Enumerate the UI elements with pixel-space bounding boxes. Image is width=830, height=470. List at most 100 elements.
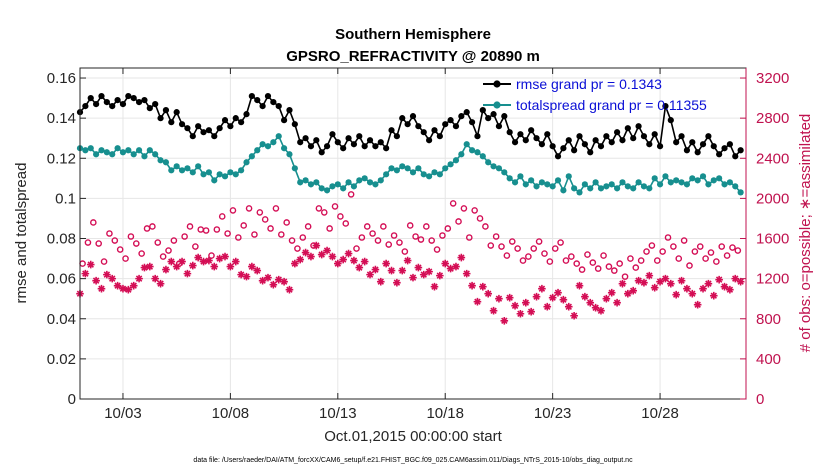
possible-point	[691, 248, 699, 255]
assimilated-point	[140, 263, 149, 272]
rmse-point	[184, 125, 191, 132]
rmse-point	[662, 103, 669, 110]
possible-point	[202, 227, 210, 234]
possible-point	[417, 236, 425, 243]
totalspread-point	[662, 173, 669, 180]
rmse-point	[468, 119, 476, 126]
totalspread-point	[350, 183, 358, 190]
rmse-point	[221, 117, 229, 124]
totalspread-point	[307, 181, 315, 188]
assimilated-point	[323, 246, 331, 255]
y-right-tick-label: 0	[756, 391, 764, 408]
x-tick-label: 10/03	[104, 405, 142, 422]
possible-point	[670, 243, 677, 250]
rmse-point	[420, 129, 427, 136]
possible-point	[127, 233, 135, 240]
totalspread-point	[211, 177, 218, 184]
totalspread-point	[286, 151, 293, 158]
rmse-point	[689, 139, 696, 146]
y-left-tick-label: 0.04	[47, 311, 76, 328]
assimilated-point	[731, 274, 740, 283]
rmse-point	[533, 135, 540, 142]
possible-point	[256, 209, 264, 216]
possible-point	[385, 241, 393, 248]
rmse-point	[479, 107, 486, 114]
rmse-point	[216, 125, 223, 132]
assimilated-point	[103, 270, 111, 279]
assimilated-point	[317, 250, 326, 259]
assimilated-point	[172, 262, 181, 271]
assimilated-point	[699, 284, 707, 293]
rmse-point	[571, 147, 578, 154]
totalspread-point	[554, 177, 562, 184]
totalspread-point	[613, 185, 621, 192]
assimilated-point	[462, 269, 471, 278]
possible-point	[288, 237, 296, 244]
rmse-point	[318, 149, 325, 156]
totalspread-point	[474, 149, 481, 156]
assimilated-point	[452, 262, 460, 271]
possible-point	[283, 219, 290, 226]
assimilated-point	[624, 289, 632, 298]
totalspread-point	[619, 179, 626, 186]
possible-point	[707, 249, 715, 256]
assimilated-point	[188, 261, 197, 270]
rmse-point	[119, 101, 127, 108]
y-left-tick-label: 0.12	[47, 150, 76, 167]
assimilated-point	[382, 259, 390, 268]
assimilated-point	[258, 276, 267, 285]
rmse-point	[495, 123, 503, 130]
rmse-point	[109, 103, 116, 110]
rmse-point	[737, 147, 744, 154]
legend-rmse-marker	[493, 80, 501, 88]
totalspread-point	[329, 183, 336, 190]
totalspread-point	[157, 157, 164, 164]
rmse-point	[436, 133, 443, 140]
assimilated-point	[634, 276, 643, 285]
rmse-point	[238, 119, 245, 126]
assimilated-point	[339, 255, 347, 264]
rmse-point	[168, 119, 175, 126]
rmse-point	[205, 127, 213, 134]
assimilated-point	[296, 255, 305, 264]
totalspread-point	[635, 179, 642, 186]
possible-point	[600, 252, 607, 259]
possible-point	[192, 243, 199, 250]
assimilated-obs-series	[76, 241, 745, 325]
totalspread-point	[297, 179, 304, 186]
totalspread-point	[125, 147, 132, 154]
totalspread-point	[334, 181, 341, 188]
rmse-point	[667, 117, 674, 124]
data-file-footnote: data file: /Users/raeder/DAI/ATM_forcXX/…	[193, 457, 633, 464]
possible-point	[111, 237, 119, 244]
rmse-point	[447, 117, 454, 124]
rmse-point	[608, 139, 615, 146]
possible-point	[116, 246, 124, 253]
assimilated-point	[715, 275, 723, 284]
totalspread-point	[710, 177, 717, 184]
rmse-point	[393, 133, 400, 140]
assimilated-point	[586, 298, 595, 307]
x-tick-label: 10/28	[641, 405, 679, 422]
possible-point	[632, 264, 640, 271]
possible-point	[535, 238, 543, 245]
possible-point	[686, 262, 693, 269]
assimilated-point	[113, 281, 122, 290]
rmse-point	[646, 141, 653, 148]
totalspread-point	[114, 145, 121, 152]
totalspread-point	[565, 173, 572, 180]
totalspread-point	[130, 151, 137, 158]
rmse-point	[211, 133, 218, 140]
totalspread-point	[458, 151, 465, 158]
rmse-point	[656, 143, 664, 150]
rmse-point	[710, 143, 717, 150]
legend-spread-label: totalspread grand pr = 0.11355	[516, 97, 707, 113]
possible-point	[401, 248, 409, 255]
assimilated-point	[650, 283, 659, 292]
assimilated-point	[457, 253, 466, 262]
rmse-series	[76, 92, 744, 160]
totalspread-point	[560, 187, 567, 194]
assimilated-point	[242, 272, 251, 281]
rmse-point	[721, 145, 728, 152]
possible-point	[423, 223, 430, 230]
